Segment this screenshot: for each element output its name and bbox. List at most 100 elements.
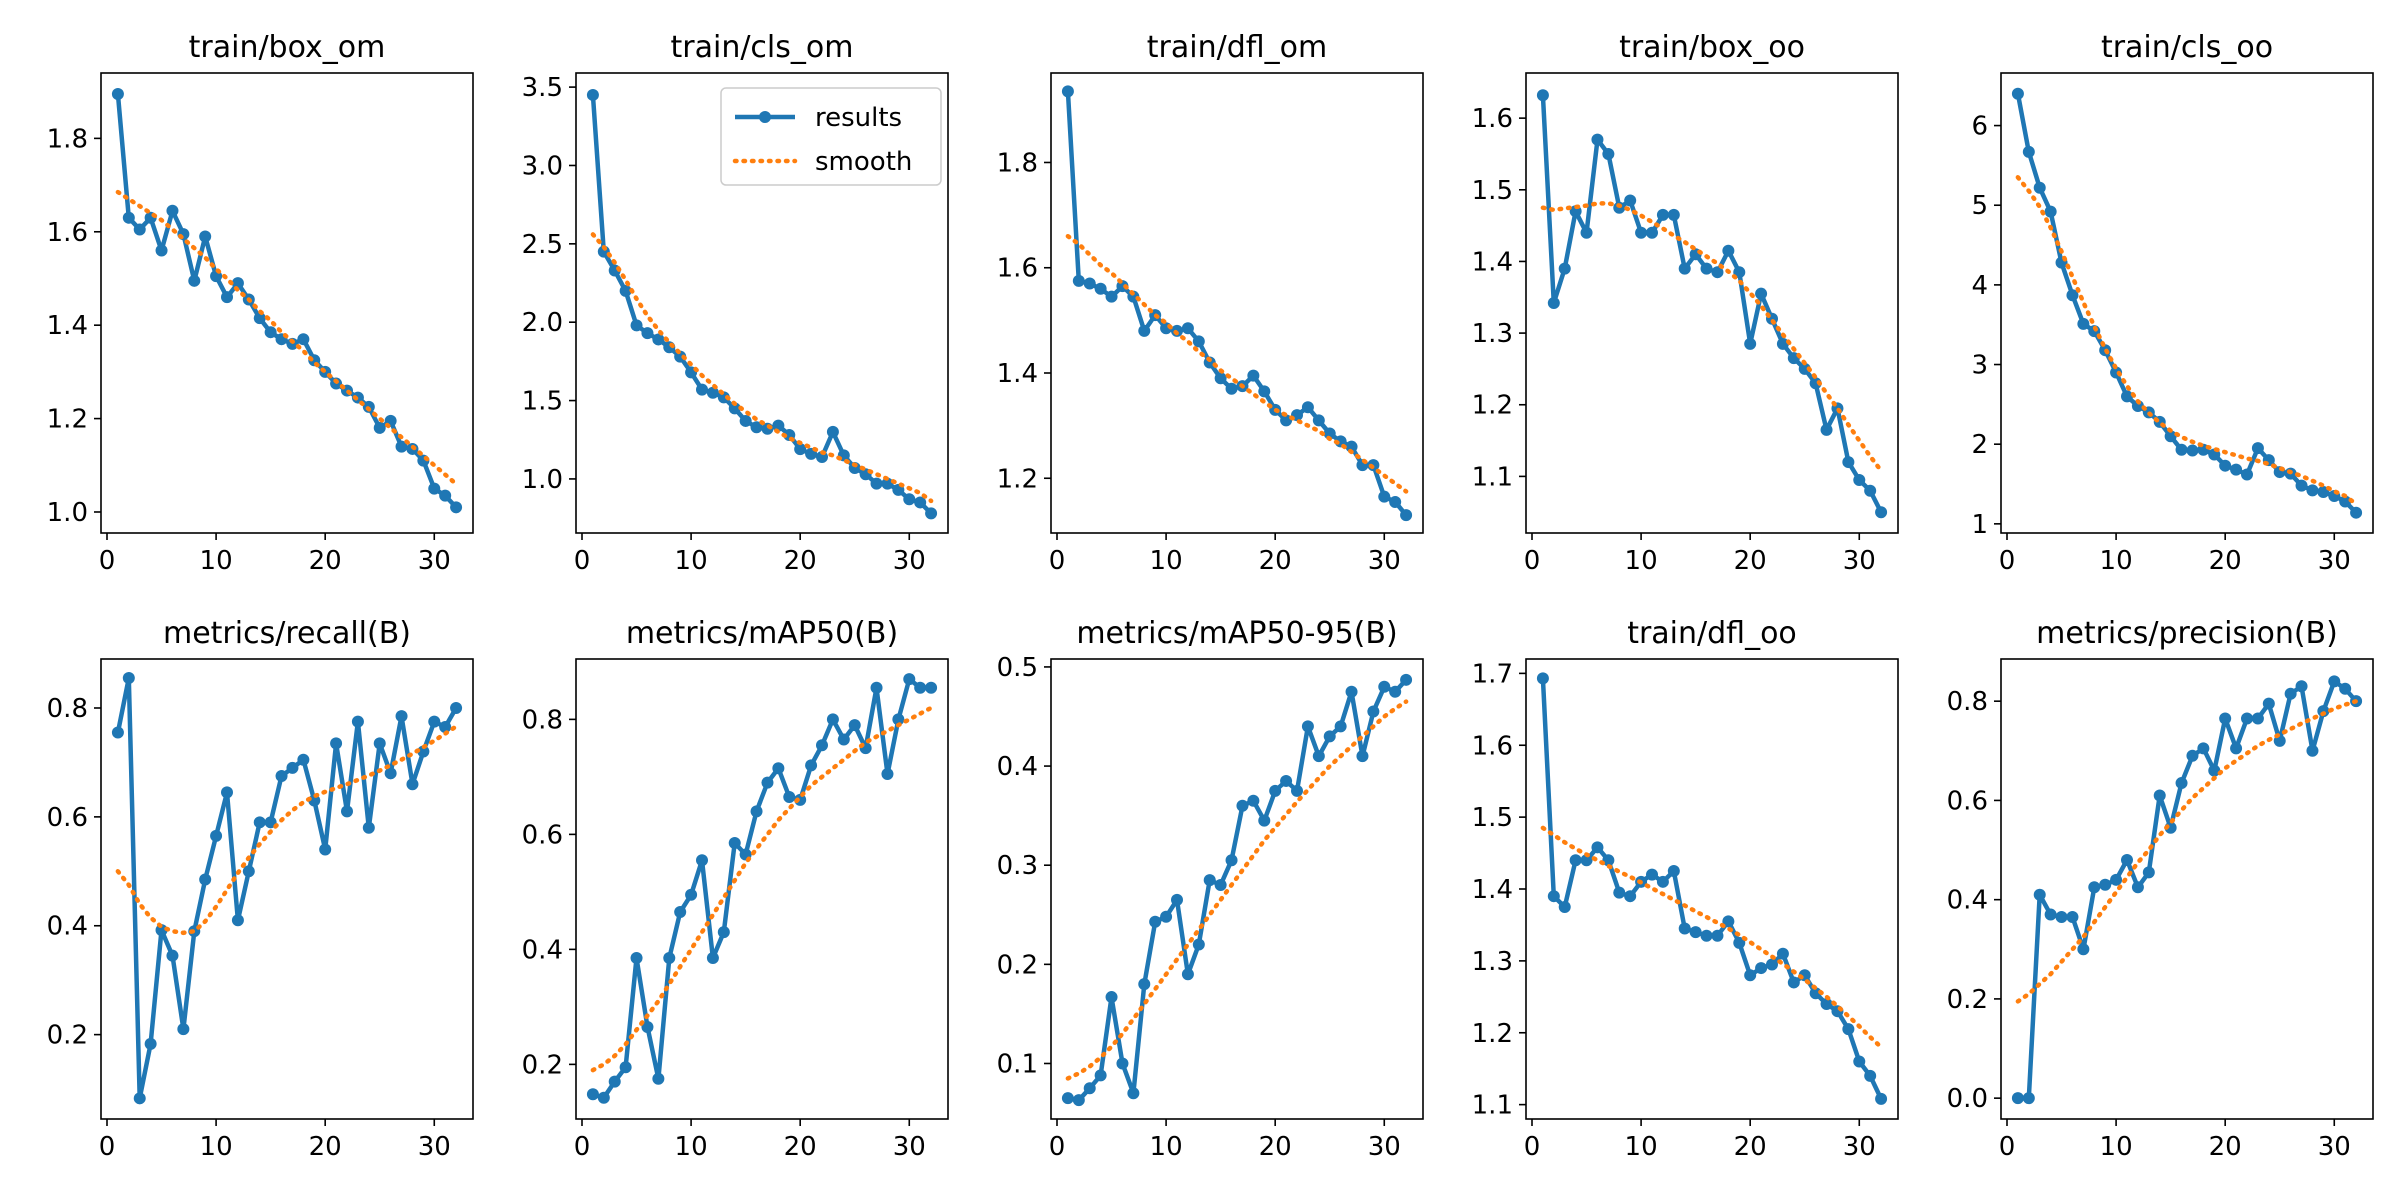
results-point: [286, 761, 299, 774]
results-point: [210, 829, 223, 842]
results-point: [264, 326, 277, 339]
results-point: [2230, 742, 2243, 755]
results-point: [816, 739, 828, 752]
results-point: [630, 952, 643, 964]
results-point: [2306, 484, 2319, 497]
y-tick-label: 0.2: [1947, 985, 1988, 1015]
panel-title: train/box_om: [189, 30, 386, 65]
results-point: [450, 501, 463, 514]
results-point: [1536, 672, 1549, 685]
y-tick-label: 4: [1971, 271, 1988, 301]
y-tick-label: 0.8: [522, 705, 563, 735]
results-point: [2033, 181, 2046, 194]
results-point: [641, 1021, 654, 1033]
results-point: [1635, 226, 1648, 239]
results-point: [2110, 873, 2123, 886]
results-point: [1378, 680, 1391, 693]
y-tick-label: 2.0: [522, 308, 563, 338]
results-point: [881, 768, 894, 780]
results-point: [111, 88, 124, 101]
results-point: [903, 673, 916, 686]
y-tick-label: 1.6: [47, 218, 88, 248]
results-point: [663, 952, 676, 964]
panel-title: metrics/precision(B): [2036, 616, 2338, 651]
results-point: [2055, 911, 2068, 924]
y-tick-label: 1.4: [997, 359, 1038, 389]
smooth-series-line: [1540, 201, 1884, 473]
results-point: [826, 713, 839, 726]
results-point: [2022, 145, 2035, 158]
results-point: [2033, 888, 2046, 901]
results-point: [870, 681, 883, 694]
results-point: [1602, 854, 1615, 867]
results-point: [1733, 266, 1746, 279]
results-point: [1798, 362, 1811, 375]
y-tick-label: 0.4: [47, 912, 88, 942]
results-point: [1853, 1055, 1866, 1068]
y-tick-label: 1.3: [1472, 947, 1513, 977]
results-point: [1400, 673, 1413, 686]
results-point: [1580, 226, 1593, 239]
results-point: [1755, 962, 1768, 975]
axes-frame: [1525, 658, 1899, 1120]
panel-title: metrics/mAP50-95(B): [1076, 616, 1397, 651]
results-point: [2284, 687, 2297, 700]
results-point: [242, 865, 255, 878]
results-point: [1334, 720, 1347, 733]
results-point: [1569, 854, 1582, 867]
results-point: [1864, 484, 1877, 497]
results-point: [1138, 978, 1151, 991]
results-point: [1733, 936, 1746, 949]
results-point: [1602, 147, 1615, 160]
results-point: [1689, 926, 1702, 939]
results-point: [231, 277, 244, 290]
y-tick-label: 1.8: [47, 124, 88, 154]
results-point: [641, 327, 654, 340]
results-point: [1301, 720, 1314, 733]
results-point: [2066, 289, 2079, 302]
results-point: [696, 383, 708, 396]
results-point: [133, 223, 146, 236]
results-point: [1842, 456, 1855, 469]
y-tick-label: 0.2: [47, 1021, 88, 1051]
results-point: [1105, 290, 1118, 303]
results-point: [330, 737, 343, 750]
results-point: [1247, 369, 1260, 382]
x-tick-label: 20: [1734, 1132, 1767, 1162]
x-tick-label: 20: [784, 546, 817, 576]
results-point: [1094, 1069, 1107, 1082]
x-tick-label: 10: [200, 546, 233, 576]
x-tick-label: 0: [1049, 1132, 1066, 1162]
y-tick-label: 1.5: [1472, 803, 1513, 833]
results-point: [2044, 205, 2057, 218]
results-point: [1203, 874, 1216, 887]
results-point: [253, 312, 266, 325]
results-point: [1116, 1057, 1129, 1070]
x-tick-label: 10: [1625, 546, 1658, 576]
axes-frame: [1050, 658, 1424, 1120]
x-tick-label: 0: [574, 546, 591, 576]
results-point: [2241, 712, 2253, 725]
results-point: [706, 386, 719, 399]
results-point: [2251, 442, 2264, 455]
panel-title: metrics/recall(B): [163, 616, 411, 651]
results-point: [1744, 969, 1757, 982]
y-tick-label: 1.2: [997, 464, 1038, 494]
results-point: [1367, 705, 1380, 718]
results-point: [652, 333, 665, 346]
results-point: [1864, 1069, 1877, 1082]
axes-frame: [575, 658, 949, 1120]
y-tick-label: 2: [1971, 430, 1988, 460]
results-point: [728, 402, 741, 415]
results-point: [1591, 133, 1604, 146]
results-point: [1225, 382, 1238, 395]
y-tick-label: 0.8: [1947, 687, 1988, 717]
y-tick-label: 1.3: [1472, 319, 1513, 349]
results-point: [1744, 337, 1757, 350]
subplot-1: train/cls_om 0 10 20 30 1.0 1.5 2.0 2.5 3.0 3.5: [522, 30, 949, 576]
results-point: [155, 244, 168, 257]
results-point: [2350, 506, 2363, 519]
y-tick-label: 0.2: [522, 1050, 563, 1080]
results-point: [122, 672, 135, 685]
